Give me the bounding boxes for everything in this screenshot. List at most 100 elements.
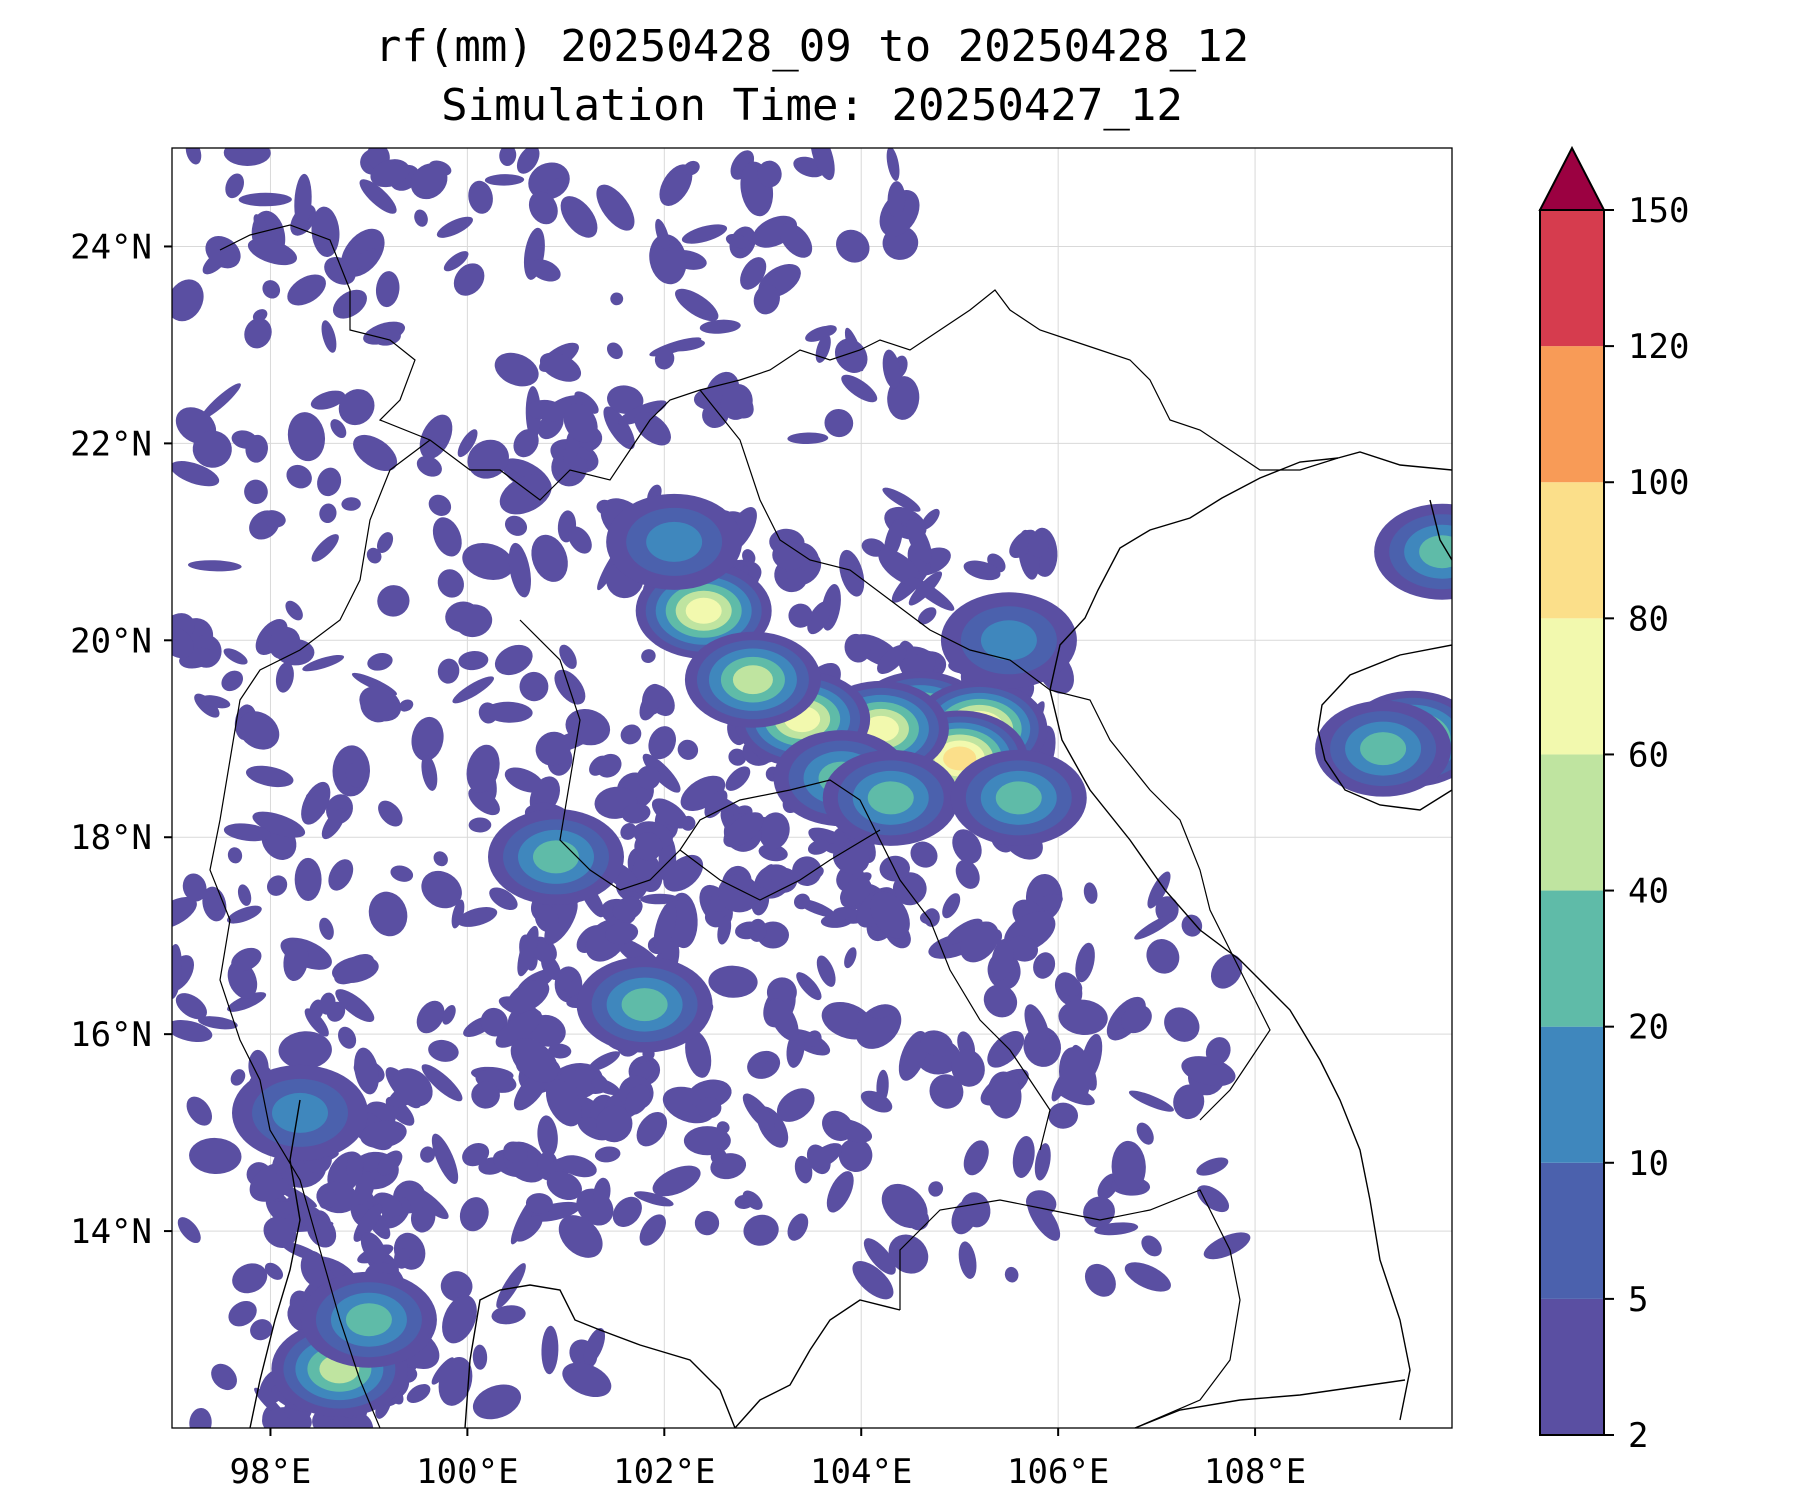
x-tick-label: 108°E [1204,1452,1306,1492]
rainfall-contours [172,148,1452,1428]
rain-patch [720,383,753,420]
map-plot-area [172,148,1452,1428]
rain-patch [758,812,790,850]
rain-patch [294,173,312,229]
rain-patch [716,1121,730,1134]
rain-patch [544,897,578,945]
rain-patch [1128,1090,1174,1112]
rain-patch [333,248,376,281]
rain-patch [641,649,656,663]
rain-patch [844,947,857,969]
rain-patch [1048,1102,1079,1129]
rain-patch [1004,1266,1019,1283]
colorbar-extend-arrow [1538,145,1606,211]
rain-patch [436,216,474,238]
rain-patch [683,1126,731,1156]
rain-patch [186,1096,213,1126]
rain-patch [910,841,938,868]
rain-patch [963,1140,989,1176]
rain-patch [200,383,241,420]
rain-patch [1009,529,1037,559]
rain-patch [494,644,533,676]
rain-patch [489,887,518,911]
rain-patch [294,857,322,902]
rain-patch [906,519,932,564]
rain-patch [607,385,644,415]
rain-patch [506,979,550,1014]
rain-patch [663,854,704,892]
rain-patch [1075,942,1095,983]
rain-patch [353,434,398,472]
rain-patch [471,1081,500,1109]
rain-patch [1181,914,1203,937]
rain-patch [419,414,453,459]
rain-patch [655,218,670,251]
rain-patch [377,585,410,617]
rain-patch [311,534,339,562]
rain-patch [431,1133,459,1184]
rain-core-cell [995,781,1042,815]
rain-patch [378,800,403,827]
rain-patch [1097,1173,1120,1200]
rain-patch [683,160,700,176]
rain-patch [818,325,837,337]
rain-patch [583,1327,606,1365]
rain-patch [921,508,940,530]
rain-patch [517,925,539,977]
rain-patch [261,510,286,528]
rain-patch [367,653,393,671]
country-borders [209,224,1339,1428]
rain-patch [223,648,248,665]
rain-patch [863,1238,896,1275]
rain-patch [421,870,462,909]
rain-patch [725,766,751,791]
peninsula-coastline [249,1099,301,1428]
rain-patch [335,989,375,1023]
rain-patch [443,251,469,272]
rain-patch [1196,1157,1229,1176]
rain-patch [287,412,326,462]
colorbar-tick-label: 100 [1628,463,1689,503]
rain-core-cell [685,597,722,624]
colorbar-tick-label: 5 [1628,1280,1648,1320]
rain-patch [433,851,448,867]
rain-patch [264,1262,284,1280]
colorbar-segment [1540,346,1604,483]
rain-patch [172,626,194,659]
rain-patch [841,374,878,403]
rain-patch [468,817,492,833]
rain-patch [568,526,592,554]
rain-patch [330,419,347,439]
map-frame [171,147,1453,1429]
rain-patch [834,338,868,373]
x-tick-label: 100°E [416,1452,518,1492]
cambodia-border [899,1189,1241,1428]
rain-patch [194,693,220,718]
rain-patch [1027,1197,1061,1241]
rain-patch [554,669,586,705]
rain-core-cell [867,781,914,815]
rain-patch [250,1319,273,1341]
rain-patch [302,654,345,672]
rain-patch [454,604,493,638]
rain-patch [882,487,921,512]
rain-patch [559,644,577,669]
rain-patch [529,259,561,282]
rain-patch [451,899,465,929]
rain-patch [1058,976,1083,997]
rain-patch [704,789,728,819]
rain-patch [534,904,559,933]
rain-patch [844,633,871,663]
rain-patch [1083,1196,1115,1228]
rain-core-cell [621,988,668,1022]
rain-patch [406,1384,431,1404]
latitude-axis: 14°N 16°N 18°N 20°N 22°N 24°N [70,227,172,1252]
rain-patch [508,542,531,598]
rain-patch [542,395,583,422]
rain-patch [172,943,182,1000]
rain-patch [231,947,262,972]
rain-patch [1197,1185,1230,1213]
colorbar-tick-label: 2 [1628,1416,1648,1456]
china-southern-border [219,224,1339,501]
